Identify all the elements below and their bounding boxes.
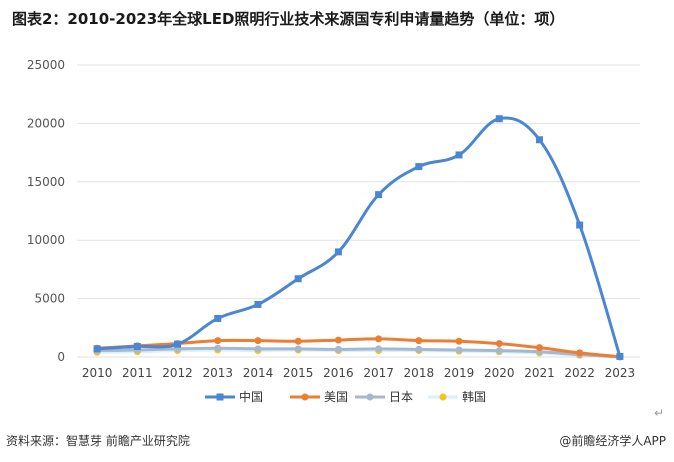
data-point-china	[133, 342, 141, 350]
y-tick-label: 10000	[27, 233, 65, 247]
legend-label-usa: 美国	[324, 390, 348, 404]
data-point-japan	[214, 344, 222, 352]
data-point-usa	[214, 337, 222, 345]
x-tick-label: 2019	[444, 366, 475, 380]
legend-marker-korea	[439, 393, 447, 401]
x-tick-label: 2010	[82, 366, 113, 380]
x-tick-label: 2021	[524, 366, 555, 380]
data-point-china	[495, 115, 503, 123]
x-tick-label: 2023	[605, 366, 636, 380]
data-point-usa	[455, 337, 463, 345]
x-tick-label: 2011	[122, 366, 153, 380]
data-point-usa	[576, 349, 584, 357]
y-tick-label: 15000	[27, 175, 65, 189]
legend-marker-usa	[301, 393, 309, 401]
chart-area: 0 5000 10000 15000 20000 25000 2010 2011 2012 201…	[0, 40, 674, 420]
y-tick-label: 25000	[27, 58, 65, 72]
x-tick-label: 2018	[404, 366, 435, 380]
data-point-japan	[415, 345, 423, 353]
data-point-usa	[294, 337, 302, 345]
data-point-china	[174, 340, 182, 348]
data-point-usa	[415, 337, 423, 345]
data-point-japan	[495, 347, 503, 355]
data-point-china	[93, 345, 101, 353]
data-point-china	[576, 221, 584, 229]
data-point-china	[535, 136, 543, 144]
data-point-china	[616, 352, 624, 360]
data-point-china	[455, 151, 463, 159]
data-point-japan	[334, 345, 342, 353]
data-point-japan	[455, 346, 463, 354]
source-note: 资料来源：智慧芽 前瞻产业研究院	[6, 434, 190, 448]
legend-label-china: 中国	[239, 389, 263, 404]
y-tick-label: 20000	[27, 116, 65, 130]
data-point-usa	[254, 337, 262, 345]
brand-label: @前瞻经济学人APP	[559, 434, 666, 448]
series-line-japan	[97, 346, 620, 359]
x-tick-label: 2012	[162, 366, 193, 380]
data-point-japan	[254, 345, 262, 353]
data-point-japan	[294, 345, 302, 353]
paragraph-mark-icon: ↵	[654, 406, 665, 420]
data-point-china	[375, 191, 383, 199]
legend-marker-china	[216, 393, 224, 401]
data-point-china	[334, 248, 342, 256]
data-point-china	[415, 163, 423, 171]
x-tick-label: 2016	[323, 366, 354, 380]
data-point-china	[254, 300, 262, 308]
data-point-japan	[375, 345, 383, 353]
series-line-china	[97, 116, 622, 357]
y-tick-label: 5000	[34, 292, 65, 306]
line-chart: 0 5000 10000 15000 20000 25000 2010 2011 2012 201…	[27, 58, 640, 404]
x-tick-label: 2014	[243, 366, 274, 380]
data-point-china	[214, 314, 222, 322]
data-point-usa	[375, 335, 383, 343]
x-tick-label: 2020	[484, 366, 515, 380]
legend-label-japan: 日本	[389, 390, 413, 404]
data-point-usa	[535, 344, 543, 352]
chart-title: 图表2：2010-2023年全球LED照明行业技术来源国专利申请量趋势（单位：项…	[12, 10, 565, 28]
x-tick-label: 2017	[363, 366, 394, 380]
x-tick-label: 2015	[283, 366, 314, 380]
data-point-usa	[495, 340, 503, 348]
y-tick-label: 0	[57, 350, 65, 364]
legend-marker-japan	[366, 393, 374, 401]
data-point-china	[294, 275, 302, 283]
legend-label-korea: 韩国	[462, 389, 486, 404]
data-point-usa	[334, 336, 342, 344]
x-tick-label: 2022	[564, 366, 595, 380]
x-tick-label: 2013	[202, 366, 233, 380]
